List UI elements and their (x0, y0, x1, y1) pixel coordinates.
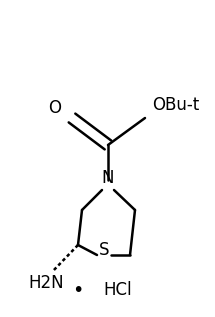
Text: O: O (49, 99, 61, 117)
Text: N: N (102, 169, 114, 187)
Text: OBu-t: OBu-t (152, 96, 199, 114)
Text: H2N: H2N (28, 274, 64, 292)
Text: S: S (99, 241, 109, 259)
Text: •: • (72, 281, 84, 300)
Text: HCl: HCl (103, 281, 132, 299)
